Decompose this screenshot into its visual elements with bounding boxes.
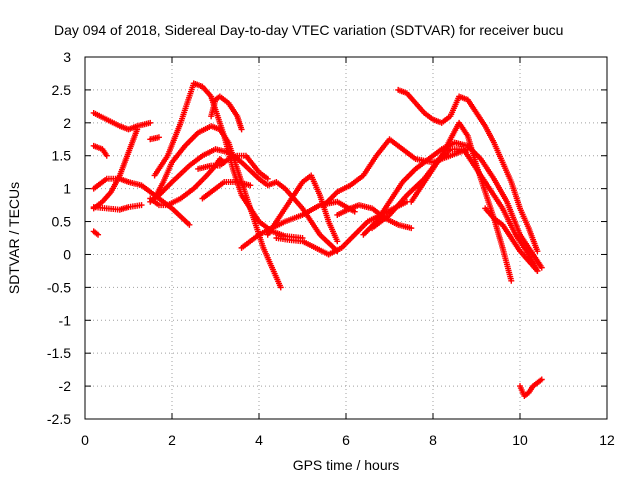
data-point <box>138 202 145 209</box>
data-series <box>90 109 154 133</box>
x-tick-label: 2 <box>168 432 176 448</box>
data-series <box>199 179 254 202</box>
data-point <box>334 238 341 245</box>
data-points <box>90 80 545 399</box>
y-tick-label: -1 <box>59 312 72 328</box>
y-tick-label: 0.5 <box>52 214 72 230</box>
x-tick-labels: 0 2 4 6 8 10 12 <box>81 432 615 448</box>
data-point <box>277 284 284 291</box>
data-series <box>195 152 271 182</box>
data-point <box>134 126 141 133</box>
data-point <box>186 221 193 228</box>
y-axis-label: SDTVAR / TECUs <box>6 182 22 294</box>
data-point <box>508 277 515 284</box>
data-series <box>90 202 145 213</box>
data-series <box>482 205 541 274</box>
data-series <box>147 156 228 209</box>
data-point <box>247 182 254 189</box>
x-tick-label: 6 <box>342 432 350 448</box>
data-point <box>538 376 545 383</box>
y-tick-label: -1.5 <box>47 345 71 361</box>
chart-title: Day 094 of 2018, Sidereal Day-to-day VTE… <box>54 22 563 38</box>
x-tick-label: 4 <box>255 432 263 448</box>
y-tick-label: 0 <box>63 246 71 262</box>
data-series <box>408 146 541 274</box>
data-point <box>147 119 154 126</box>
y-tick-label: 3 <box>63 49 71 65</box>
data-point <box>103 152 110 159</box>
data-point <box>408 225 415 232</box>
data-point <box>534 267 541 274</box>
data-point <box>351 208 358 215</box>
x-tick-label: 0 <box>81 432 89 448</box>
data-point <box>238 126 245 133</box>
grid-lines <box>85 57 607 419</box>
y-tick-label: 2.5 <box>52 82 72 98</box>
data-series <box>208 93 245 133</box>
data-series <box>273 235 332 258</box>
axis-ticks <box>84 56 608 420</box>
data-point <box>534 248 541 255</box>
y-tick-label: 1 <box>63 181 71 197</box>
data-series <box>90 126 141 212</box>
data-series <box>264 172 341 245</box>
x-axis-label: GPS time / hours <box>293 457 400 473</box>
y-tick-label: -0.5 <box>47 279 71 295</box>
data-series <box>517 376 545 399</box>
data-series <box>147 134 162 143</box>
data-series <box>90 228 102 238</box>
data-point <box>95 231 102 238</box>
y-tick-label: -2 <box>59 378 72 394</box>
y-tick-labels: -2.5 -2 -1.5 -1 -0.5 0 0.5 1 1.5 2 2.5 3 <box>47 49 71 427</box>
data-series <box>325 198 410 258</box>
x-tick-label: 8 <box>429 432 437 448</box>
data-series <box>151 123 284 291</box>
data-series <box>360 139 545 271</box>
x-tick-label: 12 <box>599 432 615 448</box>
data-series <box>90 142 110 159</box>
y-tick-label: 2 <box>63 115 71 131</box>
x-tick-label: 10 <box>512 432 528 448</box>
plot-frame <box>84 56 608 420</box>
data-point <box>264 175 271 182</box>
data-point <box>155 134 162 141</box>
y-tick-label: 1.5 <box>52 148 72 164</box>
data-series <box>395 86 541 255</box>
data-series <box>147 146 341 255</box>
data-point <box>538 264 545 271</box>
y-tick-label: -2.5 <box>47 411 71 427</box>
